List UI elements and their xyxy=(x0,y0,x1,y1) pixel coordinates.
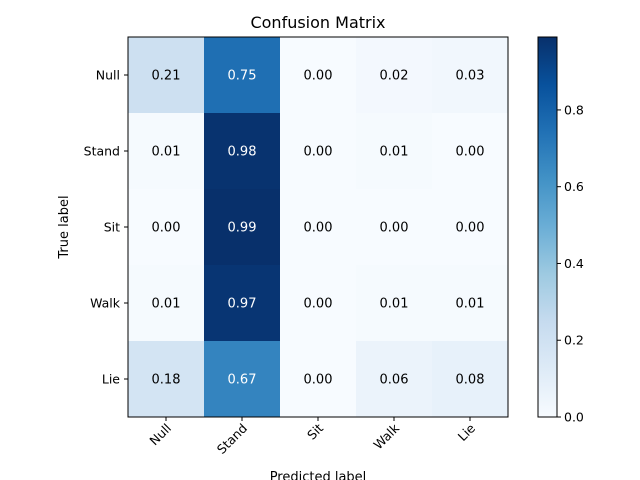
colorbar-tick-label: 0.6 xyxy=(564,179,584,194)
colorbar-ticks: 0.0 0.2 0.4 0.6 0.8 xyxy=(557,102,584,425)
heatmap-cell xyxy=(280,37,357,114)
heatmap-cell xyxy=(204,189,281,266)
chart-title: Confusion Matrix xyxy=(250,13,385,32)
x-axis-ticks: Null Stand Sit Walk Lie xyxy=(146,417,478,457)
y-axis-label: True label xyxy=(57,195,72,259)
heatmap-cell xyxy=(280,113,357,190)
heatmap-cell xyxy=(128,37,205,114)
y-tick-label: Sit xyxy=(104,220,120,235)
cell-value-label: 0.00 xyxy=(304,297,333,312)
x-tick-label: Walk xyxy=(370,420,402,452)
heatmap-cell xyxy=(204,37,281,114)
heatmap-cell xyxy=(204,113,281,190)
cell-value-label: 0.00 xyxy=(456,221,485,236)
cell-value-label: 0.00 xyxy=(152,221,181,236)
y-axis-ticks: Null Stand Sit Walk Lie xyxy=(84,68,128,387)
colorbar-tick-label: 0.4 xyxy=(564,256,584,271)
cell-value-label: 0.21 xyxy=(152,69,181,84)
heatmap-cell xyxy=(356,37,433,114)
x-tick-label: Null xyxy=(146,421,174,449)
y-tick-label: Walk xyxy=(90,296,121,311)
cell-value-label: 0.97 xyxy=(228,297,257,312)
heatmap-cell xyxy=(204,341,281,418)
heatmap-cell xyxy=(432,265,509,342)
cell-value-label: 0.98 xyxy=(228,145,257,160)
heatmap-cell xyxy=(432,341,509,418)
heatmap-cells xyxy=(128,37,509,418)
colorbar xyxy=(537,36,558,418)
cell-value-label: 0.75 xyxy=(228,69,257,84)
cell-value-label: 0.01 xyxy=(152,297,181,312)
cell-value-label: 0.01 xyxy=(456,297,485,312)
heatmap-cell xyxy=(432,113,509,190)
cell-value-label: 0.18 xyxy=(152,373,181,388)
heatmap-cell xyxy=(356,265,433,342)
heatmap-cell xyxy=(280,341,357,418)
cell-value-label: 0.00 xyxy=(304,373,333,388)
x-tick-label: Stand xyxy=(214,421,250,457)
colorbar-tick-label: 0.8 xyxy=(564,102,584,117)
cell-value-label: 0.01 xyxy=(380,145,409,160)
heatmap-cell xyxy=(356,341,433,418)
cell-value-label: 0.01 xyxy=(380,297,409,312)
heatmap-cell xyxy=(280,265,357,342)
heatmap-cell xyxy=(432,37,509,114)
cell-value-label: 0.00 xyxy=(304,145,333,160)
cell-value-label: 0.99 xyxy=(228,221,257,236)
cell-value-label: 0.00 xyxy=(380,221,409,236)
y-tick-label: Stand xyxy=(84,144,120,159)
cell-value-label: 0.08 xyxy=(456,373,485,388)
heatmap-cell xyxy=(128,189,205,266)
cell-value-label: 0.02 xyxy=(380,69,409,84)
heatmap-cell xyxy=(432,189,509,266)
cell-value-label: 0.00 xyxy=(304,221,333,236)
colorbar-tick-label: 0.0 xyxy=(564,410,584,425)
cell-value-label: 0.00 xyxy=(304,69,333,84)
heatmap-cell-labels: 0.21 0.75 0.00 0.02 0.03 0.01 0.98 0.00 0.01 0.00… xyxy=(152,69,485,388)
cell-value-label: 0.06 xyxy=(380,373,409,388)
heatmap-cell xyxy=(128,341,205,418)
colorbar-tick-label: 0.2 xyxy=(564,333,584,348)
heatmap-cell xyxy=(128,265,205,342)
cell-value-label: 0.01 xyxy=(152,145,181,160)
heatmap-cell xyxy=(356,189,433,266)
cell-value-label: 0.67 xyxy=(228,373,257,388)
heatmap-cell xyxy=(128,113,205,190)
heatmap-cell xyxy=(280,189,357,266)
heatmap-cell xyxy=(204,265,281,342)
x-tick-label: Sit xyxy=(304,420,326,442)
x-axis-label: Predicted label xyxy=(270,470,367,480)
y-tick-label: Lie xyxy=(102,372,120,387)
heatmap-cell xyxy=(356,113,433,190)
y-tick-label: Null xyxy=(96,68,120,83)
x-tick-label: Lie xyxy=(455,420,479,444)
cell-value-label: 0.00 xyxy=(456,145,485,160)
cell-value-label: 0.03 xyxy=(456,69,485,84)
